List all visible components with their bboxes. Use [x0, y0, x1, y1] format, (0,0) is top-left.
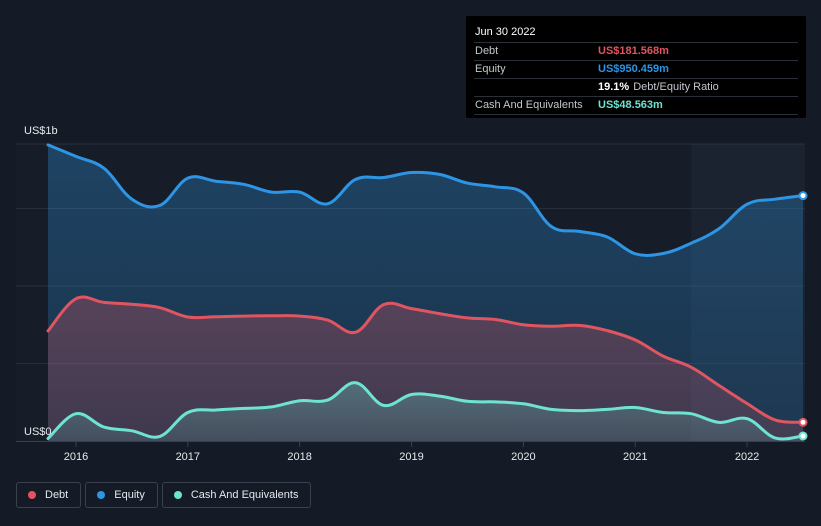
data-tooltip: Jun 30 2022 Debt US$181.568m Equity US$9…	[466, 16, 806, 118]
tooltip-row-ratio: 19.1% Debt/Equity Ratio	[474, 78, 798, 96]
tooltip-ratio-value: 19.1%	[598, 81, 630, 93]
tooltip-row-equity: Equity US$950.459m	[474, 60, 798, 78]
tooltip-debt-label: Debt	[475, 45, 499, 57]
equity-line	[46, 143, 805, 257]
x-tick-label-2017: 2017	[176, 451, 200, 463]
tooltip-row-debt: Debt US$181.568m	[474, 42, 798, 60]
tooltip-cash-label: Cash And Equivalents	[475, 99, 583, 111]
x-tick-label-2021: 2021	[623, 451, 647, 463]
y-tick-label-0: US$1b	[24, 125, 58, 137]
chart-legend: Debt Equity Cash And Equivalents	[16, 482, 312, 508]
tooltip-equity-value: US$950.459m	[598, 63, 669, 75]
legend-item-cash[interactable]: Cash And Equivalents	[161, 482, 312, 508]
cash-line	[46, 381, 805, 441]
legend-equity-label: Equity	[114, 489, 145, 501]
legend-item-equity[interactable]: Equity	[85, 482, 158, 508]
cash-dot-icon	[173, 491, 182, 499]
x-tick-label-2022: 2022	[735, 451, 759, 463]
x-tick-label-2016: 2016	[64, 451, 88, 463]
x-tick-label-2019: 2019	[399, 451, 423, 463]
debt-line	[46, 295, 805, 424]
cash-area	[48, 382, 803, 441]
debt-end-marker	[798, 417, 808, 427]
debt-dot-icon	[28, 491, 36, 499]
tooltip-cash-value: US$48.563m	[598, 99, 663, 111]
equity-dot-icon	[97, 491, 106, 499]
y-tick-label-1: US$0	[24, 426, 52, 438]
tooltip-debt-value: US$181.568m	[598, 45, 669, 57]
tooltip-equity-label: Equity	[475, 63, 506, 75]
legend-item-debt[interactable]: Debt	[16, 482, 82, 508]
x-tick-label-2018: 2018	[287, 451, 311, 463]
legend-debt-label: Debt	[45, 489, 69, 501]
tooltip-date: Jun 30 2022	[475, 26, 536, 38]
x-tick-label-2020: 2020	[511, 451, 535, 463]
tooltip-ratio-text: Debt/Equity Ratio	[633, 81, 719, 93]
legend-cash-label: Cash And Equivalents	[190, 489, 299, 501]
tooltip-row-cash: Cash And Equivalents US$48.563m	[474, 96, 798, 115]
equity-end-marker	[798, 191, 808, 201]
cash-end-marker	[798, 431, 808, 441]
